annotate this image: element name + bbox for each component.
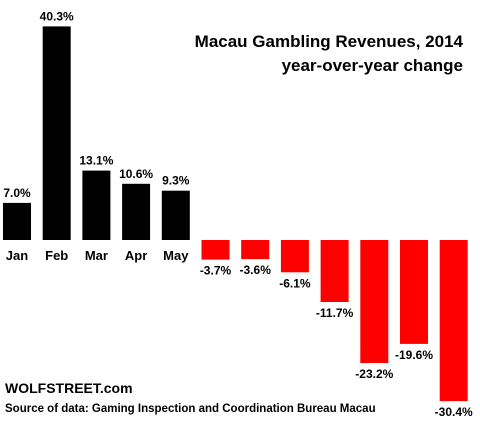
bar-nov	[400, 240, 428, 344]
category-label-may: May	[163, 248, 189, 263]
bar-may	[161, 190, 190, 240]
bar-sep	[320, 240, 349, 302]
value-label-may: 9.3%	[162, 174, 190, 188]
bar-feb	[42, 26, 71, 241]
category-label-jan: Jan	[6, 248, 28, 263]
value-label-jul: -3.6%	[240, 263, 272, 277]
bar-jan	[3, 202, 31, 240]
value-label-nov: -19.6%	[395, 348, 433, 362]
bar-dec	[439, 240, 468, 402]
source-note: Source of data: Gaming Inspection and Co…	[5, 403, 376, 415]
category-label-dec: Dec	[442, 242, 466, 257]
value-label-apr: 10.6%	[119, 167, 153, 181]
brand-label: WOLFSTREET.com	[5, 380, 133, 396]
category-label-jun: Jun	[204, 242, 227, 257]
chart-title: Macau Gambling Revenues, 2014	[195, 32, 464, 51]
bar-mar	[82, 170, 111, 240]
bar-apr	[122, 183, 151, 240]
category-label-aug: Aug	[282, 242, 307, 257]
value-label-jun: -3.7%	[200, 264, 232, 278]
bar-jul	[241, 240, 270, 260]
value-label-jan: 7.0%	[3, 186, 31, 200]
category-label-jul: Jul	[246, 242, 265, 257]
category-label-feb: Feb	[45, 248, 68, 263]
bar-aug	[280, 240, 309, 273]
bar-jun	[201, 240, 230, 260]
category-label-apr: Apr	[125, 248, 147, 263]
category-label-nov: Nov	[402, 242, 427, 257]
value-label-mar: 13.1%	[79, 154, 113, 168]
value-label-dec: -30.4%	[435, 405, 473, 419]
category-label-mar: Mar	[85, 248, 108, 263]
value-label-aug: -6.1%	[279, 276, 311, 290]
chart-subtitle: year-over-year change	[282, 56, 463, 75]
category-label-sep: Sep	[323, 242, 347, 257]
bars-group: Jan 7.0% Feb 40.3% Mar 13.1% Apr 10.6% May 9.3% Ju…	[3, 9, 473, 419]
value-label-oct: -23.2%	[355, 367, 393, 381]
bar-oct	[360, 240, 389, 363]
category-label-oct: Oct	[363, 242, 385, 257]
value-label-sep: -11.7%	[316, 306, 354, 320]
value-label-feb: 40.3%	[40, 9, 74, 23]
